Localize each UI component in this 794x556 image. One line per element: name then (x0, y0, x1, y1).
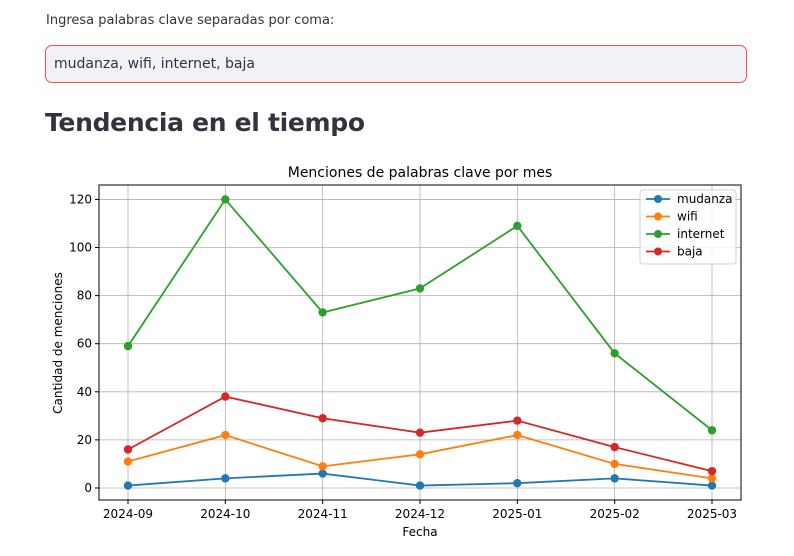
y-axis-label: Cantidad de menciones (51, 272, 65, 414)
data-point-baja (123, 445, 133, 454)
chart-series (123, 195, 717, 490)
data-point-baja (513, 416, 522, 425)
y-tick-label: 120 (69, 192, 92, 206)
y-tick-label: 100 (69, 241, 92, 255)
data-point-baja (221, 392, 230, 401)
data-point-mudanza (610, 474, 619, 483)
data-point-wifi (513, 430, 522, 440)
y-axis: 0 20 40 60 80 100 120 (69, 192, 99, 495)
line-chart: Menciones de palabras clave por mes 0 20 4… (51, 165, 742, 539)
keywords-input[interactable] (45, 45, 747, 83)
x-tick-label: 2024-10 (200, 507, 250, 521)
data-point-internet (513, 221, 522, 231)
data-point-baja (318, 414, 327, 423)
chart-legend: mudanza wifi internet baja (639, 189, 737, 265)
legend-marker-mudanza (654, 195, 662, 203)
data-point-baja (707, 466, 717, 476)
legend-label-internet: internet (677, 227, 725, 241)
data-point-mudanza (513, 478, 522, 488)
y-tick-label: 40 (77, 385, 92, 399)
legend-marker-baja (654, 247, 662, 256)
data-point-baja (610, 442, 619, 452)
data-point-wifi (707, 474, 717, 483)
data-point-internet (707, 426, 717, 435)
data-point-mudanza (415, 481, 425, 490)
keywords-input-label-text: Ingresa palabras clave separadas por com… (46, 14, 335, 28)
keywords-input-label: Ingresa palabras clave separadas por com… (46, 14, 334, 40)
y-tick-label: 20 (77, 433, 92, 447)
legend-marker-internet (654, 230, 662, 238)
data-point-mudanza (318, 469, 327, 478)
data-point-internet (415, 284, 425, 293)
x-tick-label: 2024-12 (395, 507, 445, 521)
x-axis: 2024-09 2024-10 2024-11 2024-12 2025-01 2025-… (103, 500, 737, 521)
legend-box (639, 189, 737, 265)
x-axis-label: Fecha (402, 525, 437, 539)
section-title: Tendencia en el tiempo (45, 108, 365, 137)
data-point-internet (221, 195, 230, 204)
x-tick-label: 2025-01 (492, 507, 542, 521)
data-point-mudanza (221, 474, 230, 483)
data-point-baja (415, 428, 425, 437)
chart-grid (99, 185, 741, 500)
data-point-internet (610, 349, 619, 358)
y-tick-label: 60 (77, 337, 92, 351)
data-point-wifi (415, 450, 425, 459)
x-tick-label: 2025-02 (590, 507, 640, 521)
data-point-wifi (610, 459, 619, 469)
plot-area-frame (98, 184, 742, 501)
x-tick-label: 2025-03 (687, 507, 737, 521)
x-tick-label: 2024-09 (103, 507, 153, 521)
data-point-internet (123, 341, 133, 351)
x-tick-label: 2024-11 (298, 507, 348, 521)
legend-label-mudanza: mudanza (677, 192, 733, 206)
data-point-wifi (123, 457, 133, 466)
legend-marker-wifi (654, 212, 662, 221)
legend-label-wifi: wifi (677, 210, 698, 224)
y-tick-label: 0 (84, 481, 92, 495)
data-point-wifi (318, 462, 327, 471)
data-point-wifi (221, 430, 230, 440)
data-point-mudanza (707, 481, 717, 490)
data-point-mudanza (123, 481, 133, 490)
legend-label-baja: baja (677, 245, 703, 259)
chart-title: Menciones de palabras clave por mes (288, 165, 553, 181)
data-point-internet (318, 308, 327, 317)
y-tick-label: 80 (77, 289, 92, 303)
